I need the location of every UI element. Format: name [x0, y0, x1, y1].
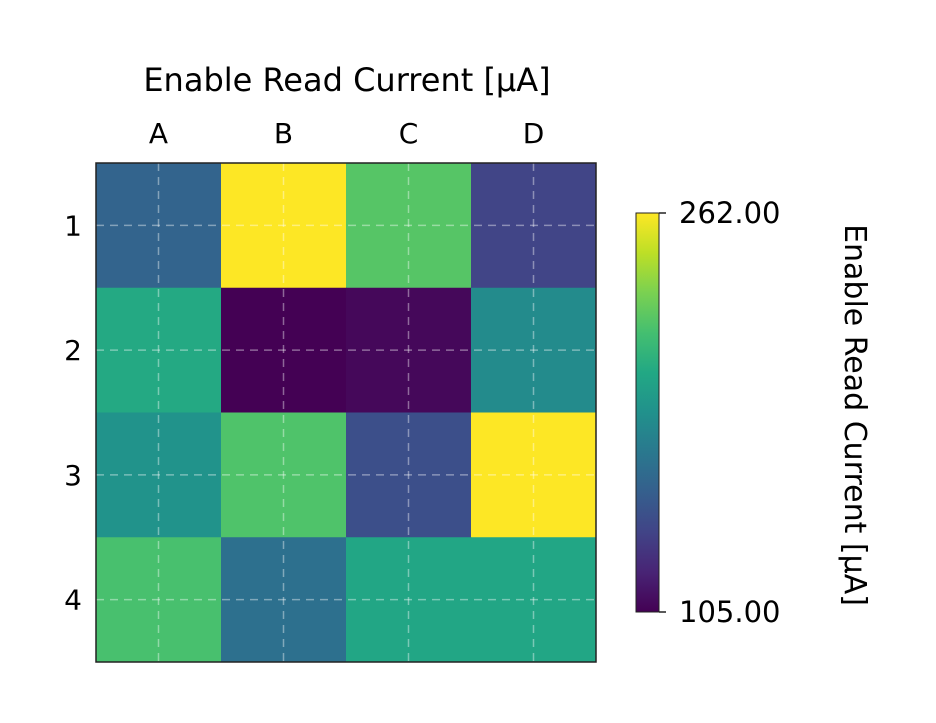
heatmap-cell-1C — [346, 163, 472, 289]
heatmap-cell-2B — [221, 287, 347, 413]
y-tick-labels: 1 2 3 4 — [64, 209, 82, 616]
plot-frame — [95, 162, 597, 663]
x-tick-label-D: D — [523, 117, 545, 150]
chart-title: Enable Read Current [μA] — [143, 61, 550, 99]
colorbar-tick-label: 262.00 — [679, 196, 780, 230]
heatmap-cell-1A — [96, 163, 222, 289]
x-tick-label-A: A — [149, 117, 168, 150]
heatmap-cell-1D — [471, 163, 597, 289]
heatmap-cell-2D — [471, 287, 597, 413]
heatmap-cell-2C — [346, 287, 472, 413]
heatmap-cell-3B — [221, 412, 347, 538]
colorbar-label: Enable Read Current [μA] — [837, 224, 872, 606]
heatmap-cell-3D — [471, 412, 597, 538]
heatmap-cell-2A — [96, 287, 222, 413]
heatmap-cells — [96, 163, 597, 663]
heatmap-cell-3A — [96, 412, 222, 538]
heatmap-cell-4B — [221, 537, 347, 663]
y-tick-label-2: 2 — [64, 334, 82, 367]
heatmap-cell-4D — [471, 537, 597, 663]
y-tick-label-3: 3 — [64, 459, 82, 492]
x-tick-label-C: C — [399, 117, 419, 150]
heatmap-cell-4A — [96, 537, 222, 663]
heatmap-cell-3C — [346, 412, 472, 538]
colorbar — [635, 212, 660, 613]
colorbar-ticks: 262.00 105.00 — [659, 196, 780, 629]
x-tick-labels: A B C D — [149, 117, 544, 150]
colorbar-tick-label: 105.00 — [679, 595, 780, 629]
heatmap-cell-1B — [221, 163, 347, 289]
y-tick-label-1: 1 — [64, 209, 82, 242]
y-tick-label-4: 4 — [64, 584, 82, 617]
heatmap-cell-4C — [346, 537, 472, 663]
x-tick-label-B: B — [274, 117, 293, 150]
